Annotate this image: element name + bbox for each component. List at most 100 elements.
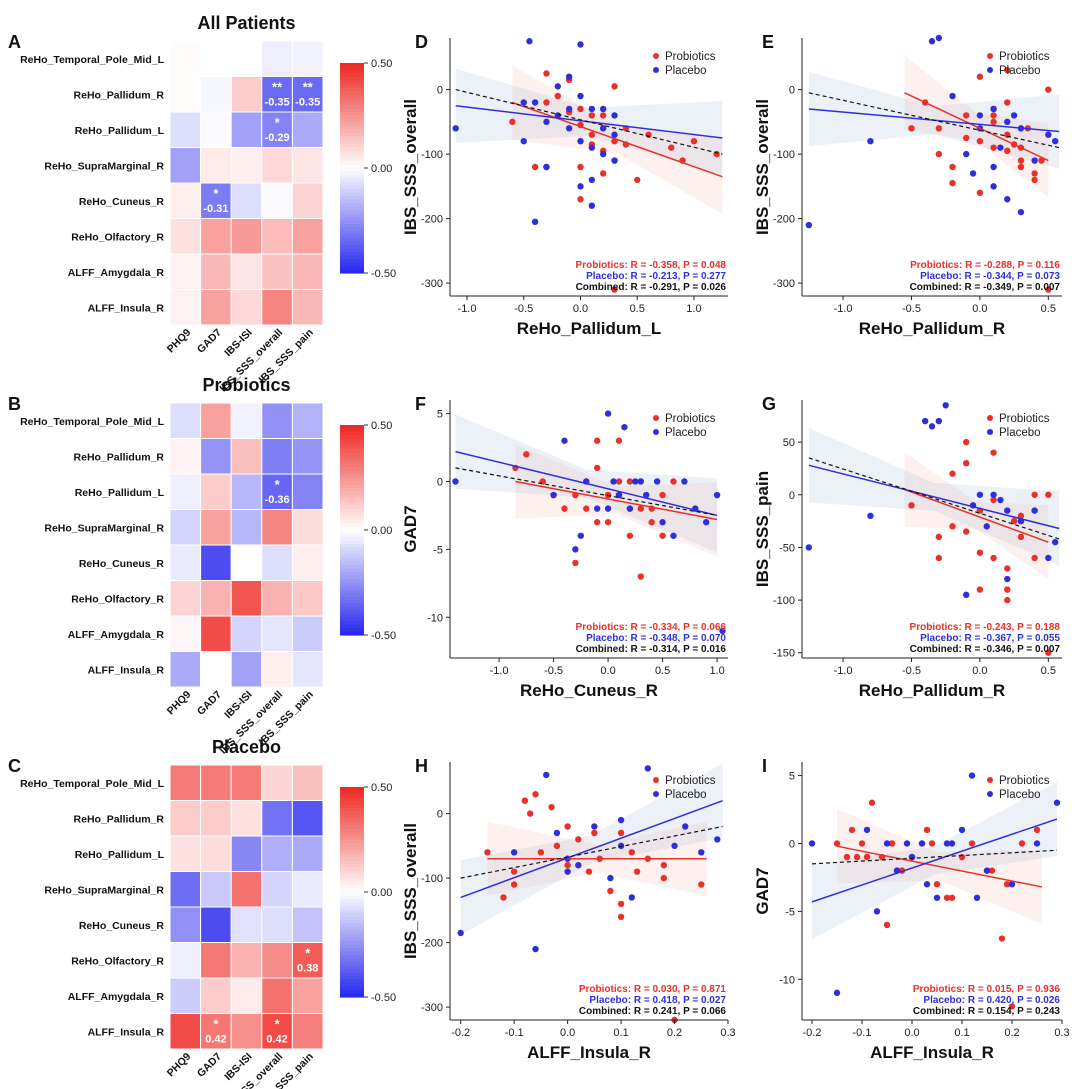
colorbar-band <box>340 902 364 907</box>
probiotics-point <box>626 478 634 485</box>
y-axis-label: GAD7 <box>753 867 772 914</box>
heatmap-cell <box>200 218 232 255</box>
colorbar-band <box>340 171 364 176</box>
heatmap-cell <box>230 402 263 439</box>
placebo-point <box>577 532 585 539</box>
probiotics-point <box>1033 826 1041 834</box>
heatmap-cell <box>169 218 202 255</box>
correlation-value: 0.42 <box>266 1034 287 1046</box>
colorbar-band <box>340 210 364 215</box>
colorbar-band <box>340 435 364 440</box>
x-tick-label: 0.0 <box>560 1027 575 1039</box>
heatmap-cell <box>169 402 202 439</box>
heatmap-cell <box>200 253 232 290</box>
placebo-fit-line <box>455 450 718 517</box>
placebo-point <box>457 929 464 937</box>
x-tick-label: 1.0 <box>709 665 724 677</box>
colorbar-band <box>340 888 364 893</box>
probiotics-point <box>1004 565 1011 572</box>
x-tick-label: -1.0 <box>834 303 853 315</box>
colorbar-band <box>340 234 364 239</box>
placebo-point <box>617 816 625 824</box>
placebo-point <box>577 41 584 48</box>
placebo-fit-line <box>460 799 723 899</box>
placebo-point <box>1004 118 1011 126</box>
heatmap-cell <box>261 906 293 943</box>
colorbar-band <box>340 846 364 851</box>
legend-label-probiotics: Probiotics <box>665 413 716 425</box>
colorbar-band <box>340 442 364 447</box>
x-axis-label: ReHo_Cuneus_R <box>520 681 658 700</box>
colorbar-band <box>340 801 364 806</box>
y-axis-label: IBS_SSS_pain <box>753 471 772 587</box>
heatmap-cell <box>261 182 293 219</box>
colorbar-band <box>340 523 364 528</box>
colorbar-band <box>340 628 364 633</box>
row-label: ReHo_Pallidum_R <box>74 89 165 101</box>
y-tick-label: 0 <box>437 85 443 97</box>
legend-label-probiotics: Probiotics <box>999 775 1050 787</box>
colorbar-band <box>340 993 364 998</box>
colorbar-band <box>340 547 364 552</box>
stats-line: Probiotics: R = -0.288, P = 0.116 <box>910 260 1060 271</box>
probiotics-point <box>593 437 601 444</box>
probiotics-point <box>949 523 956 530</box>
probiotics-point <box>577 163 584 171</box>
heatmap-cell <box>200 942 232 979</box>
heatmap-cell <box>291 218 324 255</box>
colorbar-band <box>340 621 364 626</box>
heatmap-cell <box>230 182 263 219</box>
x-tick-label: 0.0 <box>573 303 588 315</box>
probiotics-point <box>575 836 582 843</box>
row-label: ReHo_Olfactory_R <box>71 955 164 967</box>
heatmap-cell <box>261 651 293 688</box>
heatmap-cell <box>230 509 263 546</box>
heatmap-panel-A: A All Patients ReHo_Temporal_Pole_Mid_L ReH… <box>8 13 396 395</box>
probiotics-point <box>577 105 584 113</box>
heatmap-cell <box>200 615 232 652</box>
heatmap-cell <box>261 1013 293 1050</box>
probiotics-point <box>935 150 943 158</box>
colorbar-band <box>340 948 364 953</box>
colorbar-band <box>340 70 364 75</box>
y-axis-label: IBS_SSS_overall <box>753 99 772 235</box>
colorbar-band <box>340 815 364 820</box>
legend-swatch-probiotics <box>653 53 659 59</box>
row-label: ReHo_Cuneus_R <box>79 920 165 932</box>
heatmap-cell <box>261 580 293 617</box>
placebo-point <box>452 478 459 485</box>
placebo-point <box>611 157 618 164</box>
heatmap-cell <box>200 800 232 837</box>
stats-line: Combined: R = 0.154, P = 0.243 <box>913 1006 1061 1017</box>
probiotics-point <box>848 826 856 834</box>
placebo-point <box>719 627 726 635</box>
placebo-point <box>997 144 1004 151</box>
colorbar-band <box>340 867 364 872</box>
probiotics-point <box>611 83 618 90</box>
colorbar-band <box>340 965 364 970</box>
x-tick-label: 0.0 <box>972 303 987 315</box>
colorbar-band <box>340 790 364 795</box>
probiotics-point <box>976 73 984 80</box>
colorbar-band <box>340 269 364 274</box>
probiotics-point <box>1003 881 1011 888</box>
heatmap-cell <box>291 473 324 510</box>
colorbar-band <box>340 568 364 573</box>
legend-swatch-placebo <box>987 429 993 435</box>
stats-line: Probiotics: R = -0.243, P = 0.188 <box>910 622 1061 633</box>
heatmap-cell <box>169 615 202 652</box>
probiotics-fit-line <box>904 92 1049 162</box>
probiotics-point <box>645 131 652 138</box>
colorbar-band <box>340 976 364 981</box>
colorbar-band <box>340 811 364 816</box>
y-tick-label: 0 <box>437 476 443 488</box>
placebo-point <box>577 92 584 100</box>
x-tick-label: -0.5 <box>902 303 921 315</box>
colorbar-band <box>340 962 364 967</box>
heatmap-cell <box>230 580 263 617</box>
colorbar-band <box>340 449 364 454</box>
placebo-point <box>591 823 598 830</box>
y-tick-label: -200 <box>773 214 795 226</box>
colorbar-band <box>340 425 364 430</box>
heatmap-cell <box>169 147 202 184</box>
